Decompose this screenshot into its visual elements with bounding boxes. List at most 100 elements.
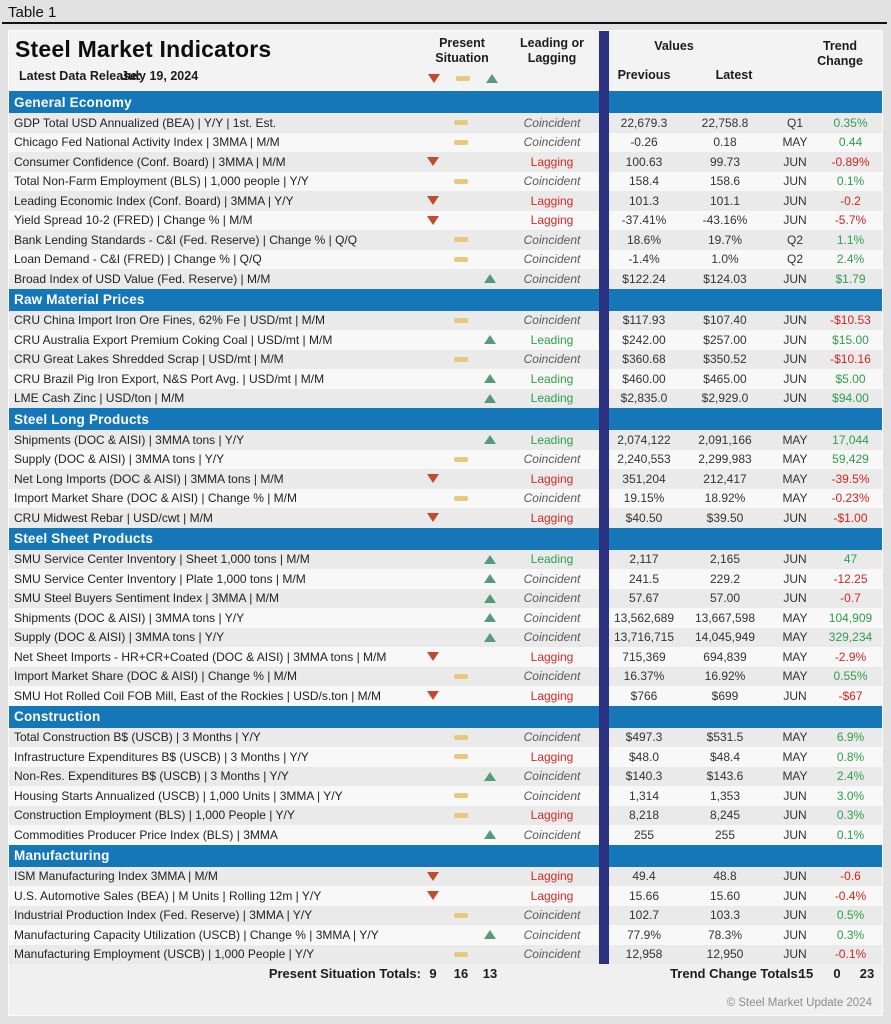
classification-label: Coincident: [523, 947, 581, 962]
situation-neutral-cell: [447, 133, 475, 153]
classification-label: Lagging: [530, 688, 574, 703]
indicator-name: Total Non-Farm Employment (BLS) | 1,000 …: [14, 174, 309, 189]
indicator-row: Total Non-Farm Employment (BLS) | 1,000 …: [9, 171, 882, 191]
situation-neutral-cell: [447, 686, 475, 706]
latest-value: 14,045,949: [694, 630, 756, 645]
classification-label: Coincident: [523, 591, 581, 606]
trend-value: -0.89%: [831, 154, 870, 169]
period-label: JUN: [783, 371, 807, 386]
situation-down-cell: [419, 369, 447, 389]
indicator-name: Shipments (DOC & AISI) | 3MMA tons | Y/Y: [14, 432, 245, 447]
situation-down-icon: [427, 891, 439, 901]
situation-neutral-cell: [447, 825, 475, 845]
trend-value: 1.1%: [836, 232, 865, 247]
trend-value: -12.25: [833, 571, 868, 586]
trend-value: -0.6: [840, 869, 861, 884]
situation-down-cell: [419, 647, 447, 667]
classification-label: Coincident: [523, 571, 581, 586]
indicator-name: Leading Economic Index (Conf. Board) | 3…: [14, 193, 294, 208]
indicator-name: Net Sheet Imports - HR+CR+Coated (DOC & …: [14, 649, 387, 664]
situation-down-cell: [419, 211, 447, 231]
section-title: Steel Sheet Products: [14, 531, 154, 546]
situation-up-cell: [475, 430, 505, 450]
classification-label: Lagging: [530, 154, 574, 169]
situation-neutral-cell: [447, 113, 475, 133]
trend-value: 0.44: [838, 135, 863, 150]
situation-up-cell: [475, 867, 505, 887]
situation-up-icon: [484, 393, 496, 403]
indicator-row: Non-Res. Expenditures B$ (USCB) | 3 Mont…: [9, 766, 882, 787]
classification-label: Coincident: [523, 252, 581, 267]
trend-value: 0.1%: [836, 827, 865, 842]
indicator-row: Construction Employment (BLS) | 1,000 Pe…: [9, 805, 882, 825]
latest-value: -43.16%: [702, 213, 748, 228]
previous-value: 57.67: [628, 591, 660, 606]
indicator-row: ISM Manufacturing Index 3MMA | M/M Laggin…: [9, 866, 882, 887]
indicator-name: CRU Brazil Pig Iron Export, N&S Port Avg…: [14, 371, 325, 386]
period-label: JUN: [783, 193, 807, 208]
situation-up-icon: [484, 335, 496, 345]
indicator-row: Consumer Confidence (Conf. Board) | 3MMA…: [9, 152, 882, 172]
situation-up-icon: [484, 771, 496, 781]
classification-label: Lagging: [530, 808, 574, 823]
situation-neutral-cell: [447, 191, 475, 211]
period-label: JUN: [783, 332, 807, 347]
trend-value: -2.9%: [834, 649, 867, 664]
indicator-name: SMU Service Center Inventory | Sheet 1,0…: [14, 552, 310, 567]
table-header: Steel Market Indicators Latest Data Rele…: [9, 31, 882, 91]
situation-down-cell: [419, 350, 447, 370]
situation-up-cell: [475, 508, 505, 528]
indicator-name: Supply (DOC & AISI) | 3MMA tons | Y/Y: [14, 630, 225, 645]
situation-neutral-cell: [447, 369, 475, 389]
indicator-row: Chicago Fed National Activity Index | 3M…: [9, 132, 882, 153]
situation-up-cell: [475, 250, 505, 270]
classification-label: Lagging: [530, 869, 574, 884]
situation-neutral-cell: [447, 767, 475, 787]
situation-up-cell: [475, 311, 505, 331]
situation-neutral-cell: [447, 569, 475, 589]
indicator-row: Net Long Imports (DOC & AISI) | 3MMA ton…: [9, 469, 882, 489]
latest-data-release-date: July 19, 2024: [121, 69, 199, 83]
table-body: General Economy GDP Total USD Annualized …: [9, 91, 882, 964]
section-header: Construction: [9, 705, 882, 728]
previous-value: 77.9%: [626, 927, 662, 942]
period-label: MAY: [782, 471, 808, 486]
latest-value: 19.7%: [707, 232, 743, 247]
indicator-name: CRU China Import Iron Ore Fines, 62% Fe …: [14, 313, 325, 328]
situation-up-icon: [484, 632, 496, 642]
situation-down-cell: [419, 886, 447, 906]
classification-label: Coincident: [523, 669, 581, 684]
indicator-row: SMU Service Center Inventory | Sheet 1,0…: [9, 549, 882, 569]
indicator-name: ISM Manufacturing Index 3MMA | M/M: [14, 869, 218, 884]
situation-neutral-icon: [454, 237, 468, 243]
indicator-name: U.S. Automotive Sales (BEA) | M Units | …: [14, 888, 322, 903]
indicator-row: SMU Hot Rolled Coil FOB Mill, East of th…: [9, 686, 882, 706]
situation-up-cell: [475, 945, 505, 965]
situation-up-icon: [484, 930, 496, 940]
present-situation-total-neutral: 16: [453, 966, 469, 981]
previous-value: 351,204: [622, 471, 666, 486]
section-title: Manufacturing: [14, 848, 110, 863]
situation-up-cell: [475, 211, 505, 231]
period-label: MAY: [782, 649, 808, 664]
previous-value: 100.63: [625, 154, 663, 169]
indicator-name: Bank Lending Standards - C&I (Fed. Reser…: [14, 232, 358, 247]
values-divider-bar: [599, 31, 609, 964]
latest-value: 18.92%: [704, 491, 746, 506]
latest-value: 1.0%: [711, 252, 739, 267]
latest-value: $699: [711, 688, 739, 703]
down-triangle-icon: [427, 74, 440, 83]
trend-value: -0.2: [840, 193, 861, 208]
classification-label: Leading: [530, 552, 574, 567]
latest-value: $107.40: [703, 313, 747, 328]
situation-neutral-icon: [454, 951, 468, 957]
indicator-name: SMU Service Center Inventory | Plate 1,0…: [14, 571, 306, 586]
indicator-row: Supply (DOC & AISI) | 3MMA tons | Y/Y Coi…: [9, 627, 882, 647]
classification-label: Coincident: [523, 788, 581, 803]
situation-neutral-icon: [454, 317, 468, 323]
previous-value: 2,074,122: [617, 432, 671, 447]
indicator-row: SMU Service Center Inventory | Plate 1,0…: [9, 569, 882, 589]
trend-value: 3.0%: [836, 788, 865, 803]
situation-down-icon: [427, 215, 439, 225]
situation-up-icon: [484, 435, 496, 445]
